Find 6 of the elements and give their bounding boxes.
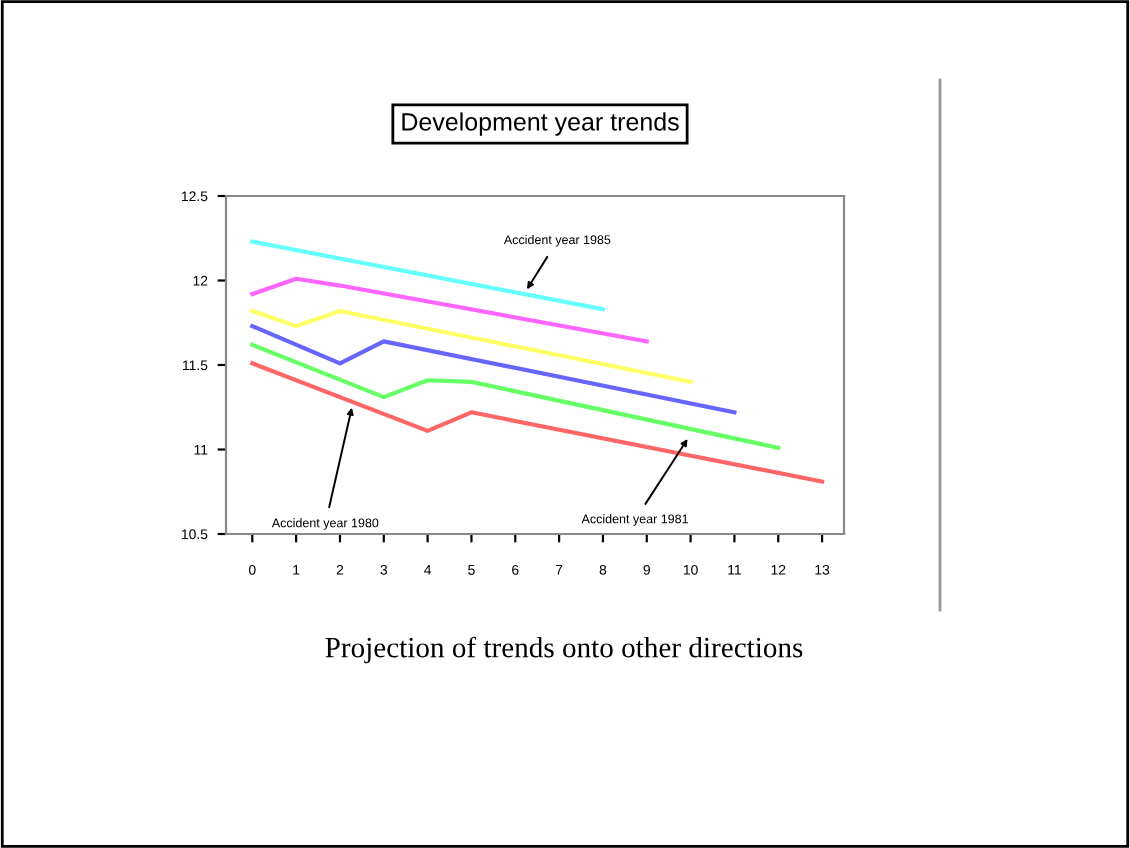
line-series — [250, 342, 781, 450]
text: Projection of trends onto other directions — [325, 636, 803, 664]
chart-title: Development year trends — [402, 112, 679, 136]
line-series — [250, 361, 825, 484]
line-series — [250, 324, 737, 415]
line-series — [250, 276, 649, 344]
